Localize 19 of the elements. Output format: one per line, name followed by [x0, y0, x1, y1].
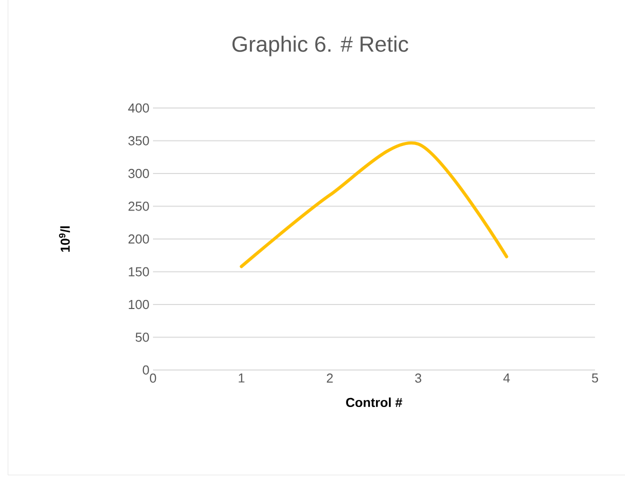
x-tick-label: 3 [415, 374, 422, 383]
y-tick-label: 400 [128, 103, 149, 113]
y-tick-label: 250 [128, 202, 149, 211]
x-tick-label: 5 [592, 374, 598, 383]
x-tick-label: 4 [503, 374, 510, 382]
x-axis-title: Control # [346, 398, 402, 408]
x-tick-label: 2 [326, 374, 333, 383]
y-tick-label: 0 [142, 365, 149, 375]
x-tick-label: 1 [238, 374, 244, 382]
y-tick-label: 350 [128, 136, 149, 146]
y-tick-label: 150 [128, 267, 149, 276]
x-tick-label: 0 [150, 374, 156, 383]
line-series [240, 142, 508, 268]
y-axis-title: 10$^{9}$/l [59, 226, 70, 252]
y-tick-label: 300 [128, 168, 149, 178]
y-tick-label: 100 [128, 300, 149, 310]
y-tick-label: 50 [136, 332, 149, 342]
y-tick-label: 200 [128, 234, 149, 244]
chart-title: Graphic 6. # Retic [232, 36, 408, 56]
